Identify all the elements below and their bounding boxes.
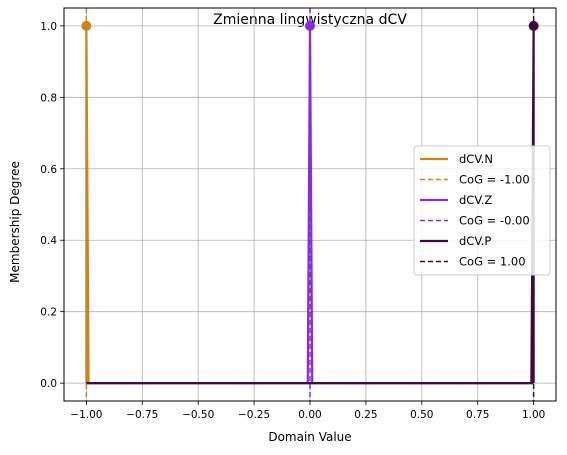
y-tick-label: 0.2 xyxy=(40,307,57,319)
peak-marker xyxy=(528,20,539,31)
x-tick-label: −0.25 xyxy=(238,409,270,421)
legend: dCV.N CoG = -1.00 dCV.Z CoG = -0.00 dCV.P CoG… xyxy=(413,145,551,276)
peak-marker xyxy=(81,20,92,31)
x-tick-label: 0.25 xyxy=(354,409,377,421)
legend-label: CoG = -0.00 xyxy=(459,214,530,228)
x-tick-label: 0.00 xyxy=(298,409,321,421)
legend-label: CoG = 1.00 xyxy=(459,255,526,269)
y-tick-label: 0.4 xyxy=(40,235,57,247)
legend-label: dCV.Z xyxy=(459,193,492,207)
x-tick-label: 0.50 xyxy=(410,409,433,421)
x-axis-label: Domain Value xyxy=(268,430,351,444)
y-tick-label: 0.6 xyxy=(40,164,57,176)
y-tick-label: 0.8 xyxy=(40,92,57,104)
y-axis-ticks: 0.0 0.2 0.4 0.6 0.8 1.0 xyxy=(40,21,64,390)
x-tick-label: −1.00 xyxy=(70,409,102,421)
x-tick-label: 0.75 xyxy=(466,409,489,421)
legend-box xyxy=(413,145,551,276)
x-tick-label: −0.50 xyxy=(182,409,214,421)
legend-label: CoG = -1.00 xyxy=(459,173,530,187)
y-tick-label: 1.0 xyxy=(40,21,57,33)
y-tick-label: 0.0 xyxy=(40,378,57,390)
legend-label: dCV.N xyxy=(459,152,493,166)
x-tick-label: −0.75 xyxy=(126,409,158,421)
legend-label: dCV.P xyxy=(459,234,491,248)
peak-marker xyxy=(305,20,315,31)
x-tick-label: 1.00 xyxy=(522,409,545,421)
y-axis-label: Membership Degree xyxy=(8,161,22,283)
x-axis-ticks: −1.00 −0.75 −0.50 −0.25 0.00 0.25 0.50 0.75 1.00 xyxy=(70,401,545,421)
